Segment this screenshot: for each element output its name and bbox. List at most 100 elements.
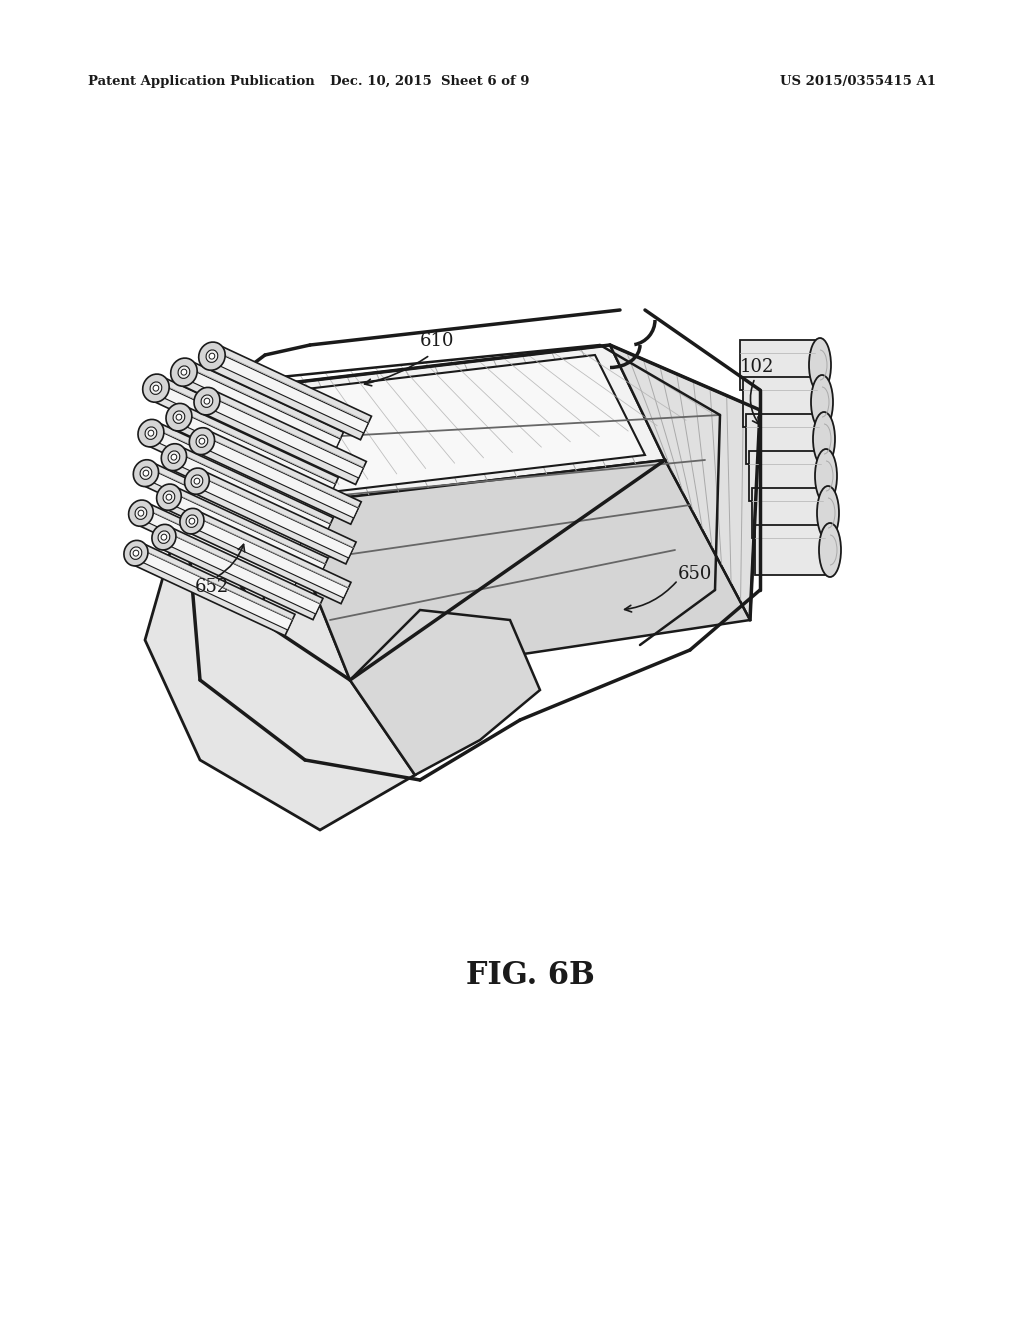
Polygon shape — [136, 507, 297, 590]
Polygon shape — [131, 543, 295, 636]
Polygon shape — [145, 421, 310, 516]
Ellipse shape — [189, 519, 195, 524]
Text: Dec. 10, 2015  Sheet 6 of 9: Dec. 10, 2015 Sheet 6 of 9 — [331, 75, 529, 88]
Ellipse shape — [189, 428, 215, 454]
Ellipse shape — [206, 350, 218, 363]
Ellipse shape — [176, 414, 182, 420]
Ellipse shape — [151, 381, 162, 395]
Polygon shape — [169, 446, 333, 540]
Polygon shape — [746, 414, 819, 465]
Ellipse shape — [815, 449, 837, 503]
Ellipse shape — [162, 444, 186, 471]
Ellipse shape — [124, 540, 147, 566]
Ellipse shape — [195, 478, 200, 484]
Polygon shape — [197, 430, 361, 524]
Polygon shape — [187, 511, 351, 603]
Ellipse shape — [135, 507, 146, 519]
Polygon shape — [169, 451, 331, 535]
Polygon shape — [159, 531, 321, 614]
Ellipse shape — [199, 438, 205, 444]
Ellipse shape — [809, 338, 831, 392]
Ellipse shape — [811, 375, 833, 429]
Ellipse shape — [143, 470, 148, 477]
Ellipse shape — [158, 531, 170, 544]
Ellipse shape — [138, 511, 143, 516]
Ellipse shape — [817, 486, 839, 540]
Polygon shape — [191, 475, 353, 558]
Polygon shape — [136, 502, 300, 595]
Ellipse shape — [199, 342, 225, 370]
Polygon shape — [179, 366, 340, 449]
Ellipse shape — [152, 524, 176, 550]
Polygon shape — [610, 345, 760, 620]
Ellipse shape — [148, 430, 154, 436]
Ellipse shape — [186, 515, 198, 528]
Polygon shape — [752, 488, 823, 539]
Ellipse shape — [191, 475, 203, 487]
Ellipse shape — [145, 426, 157, 440]
Polygon shape — [131, 546, 292, 630]
Polygon shape — [141, 467, 302, 550]
Text: 650: 650 — [678, 565, 713, 583]
Polygon shape — [151, 381, 312, 465]
Ellipse shape — [142, 374, 169, 403]
Polygon shape — [200, 389, 280, 620]
Ellipse shape — [171, 454, 177, 461]
Ellipse shape — [133, 459, 159, 487]
Ellipse shape — [166, 404, 191, 430]
Text: 652: 652 — [195, 578, 229, 597]
Ellipse shape — [178, 366, 189, 379]
Text: 610: 610 — [420, 333, 455, 350]
Polygon shape — [202, 389, 367, 484]
Ellipse shape — [201, 395, 213, 408]
Ellipse shape — [209, 354, 215, 359]
Polygon shape — [187, 515, 348, 598]
Polygon shape — [755, 525, 825, 576]
Polygon shape — [207, 345, 372, 440]
Polygon shape — [280, 459, 750, 680]
Ellipse shape — [133, 550, 139, 556]
Polygon shape — [191, 470, 356, 564]
Ellipse shape — [130, 546, 141, 560]
Text: Patent Application Publication: Patent Application Publication — [88, 75, 314, 88]
Ellipse shape — [157, 484, 181, 511]
Polygon shape — [230, 345, 665, 506]
Ellipse shape — [138, 420, 164, 447]
Text: US 2015/0355415 A1: US 2015/0355415 A1 — [780, 75, 936, 88]
Ellipse shape — [204, 399, 210, 404]
Ellipse shape — [813, 412, 835, 466]
Ellipse shape — [163, 491, 175, 503]
Polygon shape — [140, 462, 305, 556]
Polygon shape — [207, 350, 369, 433]
Ellipse shape — [166, 494, 172, 500]
Ellipse shape — [180, 508, 204, 533]
Polygon shape — [151, 376, 315, 471]
Polygon shape — [159, 527, 323, 619]
Polygon shape — [255, 355, 645, 495]
Polygon shape — [178, 360, 343, 455]
Ellipse shape — [196, 434, 208, 447]
Polygon shape — [145, 426, 307, 510]
Polygon shape — [164, 486, 328, 579]
Ellipse shape — [129, 500, 154, 527]
Polygon shape — [174, 411, 335, 494]
Text: FIG. 6B: FIG. 6B — [466, 960, 594, 991]
Ellipse shape — [161, 535, 167, 540]
Ellipse shape — [171, 358, 198, 387]
Text: 102: 102 — [740, 358, 774, 376]
Ellipse shape — [181, 370, 186, 375]
Ellipse shape — [168, 451, 180, 463]
Polygon shape — [749, 451, 821, 502]
Polygon shape — [743, 378, 817, 426]
Ellipse shape — [184, 469, 209, 494]
Ellipse shape — [819, 523, 841, 577]
Ellipse shape — [154, 385, 159, 391]
Polygon shape — [164, 491, 326, 574]
Polygon shape — [350, 610, 540, 775]
Ellipse shape — [173, 411, 184, 424]
Polygon shape — [202, 395, 364, 478]
Ellipse shape — [140, 467, 152, 479]
Polygon shape — [173, 405, 338, 500]
Polygon shape — [740, 341, 815, 389]
Polygon shape — [197, 434, 358, 517]
